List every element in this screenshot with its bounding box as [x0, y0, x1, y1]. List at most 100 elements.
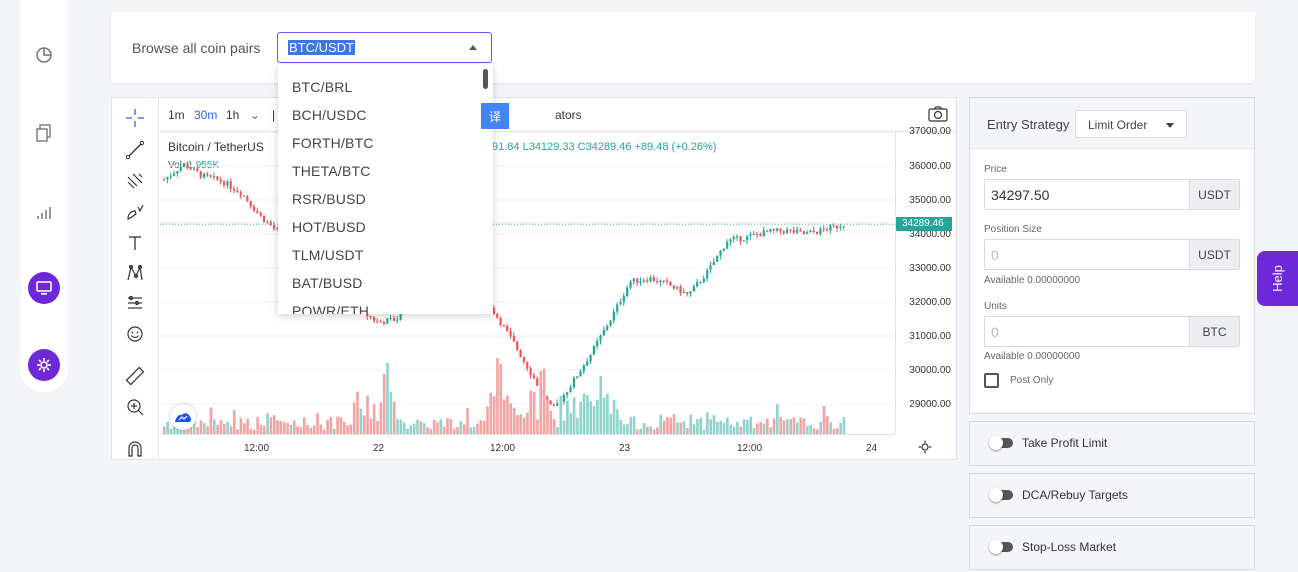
dropdown-item[interactable]: BAT/BUSD: [292, 275, 363, 291]
coin-pair-dropdown[interactable]: BTC/BRL BCH/USDC FORTH/BTC THETA/BTC RSR…: [278, 64, 493, 314]
prediction-icon[interactable]: [124, 292, 146, 314]
price-axis[interactable]: 37000.00 36000.00 35000.00 34000.00 3300…: [895, 126, 957, 434]
volume-bar: [482, 420, 486, 434]
candle-body: [582, 365, 585, 372]
help-tab[interactable]: Help: [1257, 251, 1298, 306]
volume-bar: [252, 429, 256, 434]
dropdown-item[interactable]: FORTH/BTC: [292, 135, 374, 151]
copy-icon[interactable]: [32, 121, 56, 145]
timeframe-1m[interactable]: 1m: [168, 108, 185, 122]
volume-bar: [639, 428, 643, 434]
ohlc-readout: 91.84 L34129.33 C34289.46 +89.48 (+0.26%…: [492, 141, 717, 153]
volume-bar: [359, 408, 363, 434]
signal-bars-icon[interactable]: [32, 200, 56, 224]
timeframe-30m[interactable]: 30m: [194, 108, 218, 122]
pattern-icon[interactable]: [124, 262, 146, 284]
candle-body: [712, 261, 715, 266]
entry-strategy-value[interactable]: Limit Order: [1088, 118, 1148, 132]
candle-body: [576, 376, 579, 378]
candle-body: [186, 163, 189, 169]
candle-body: [786, 229, 789, 233]
units-placeholder[interactable]: 0: [991, 324, 999, 340]
dropdown-item[interactable]: THETA/BTC: [292, 163, 371, 179]
volume-bar: [519, 414, 523, 434]
volume-bar: [259, 424, 263, 434]
entry-strategy-header: Entry Strategy Limit Order: [970, 98, 1254, 149]
candle-body: [169, 175, 172, 177]
candle-body: [622, 296, 625, 303]
dca-rebuy-toggle[interactable]: [989, 488, 1013, 502]
coin-pair-select[interactable]: BTC/USDT: [277, 32, 492, 63]
emoji-icon[interactable]: [124, 323, 146, 345]
position-size-input[interactable]: 0 USDT: [984, 239, 1240, 270]
magnet-icon[interactable]: [124, 438, 146, 460]
take-profit-accordion[interactable]: Take Profit Limit: [969, 421, 1255, 466]
volume-bar: [329, 416, 333, 434]
take-profit-toggle[interactable]: [989, 436, 1013, 450]
chevron-down-icon[interactable]: ⌄: [250, 108, 261, 122]
volume-bar: [719, 420, 722, 434]
chart-type-icon[interactable]: |: [272, 108, 276, 122]
fib-tools-icon[interactable]: [124, 170, 146, 192]
candle-body: [739, 236, 742, 242]
dropdown-item[interactable]: HOT/BUSD: [292, 219, 366, 235]
candlestick-chart[interactable]: [160, 132, 895, 434]
dropdown-item[interactable]: POWR/ETH: [292, 303, 370, 314]
candle-body: [829, 225, 832, 231]
camera-icon[interactable]: [928, 106, 948, 127]
candle-body: [792, 230, 795, 233]
dropdown-item[interactable]: TLM/USDT: [292, 247, 364, 263]
candle-body: [509, 330, 512, 336]
dropdown-item[interactable]: BCH/USDC: [292, 107, 367, 123]
dropdown-item[interactable]: BTC/BRL: [292, 79, 353, 95]
volume-bar: [796, 422, 799, 434]
zoom-in-icon[interactable]: [124, 396, 146, 418]
volume-bar: [826, 416, 829, 434]
settings-gear-icon[interactable]: [28, 349, 60, 381]
dropdown-scrollbar[interactable]: [483, 69, 488, 89]
text-tool-icon[interactable]: [124, 232, 146, 254]
price-input[interactable]: 34297.50 USDT: [984, 179, 1240, 210]
chart-settings-icon[interactable]: [918, 440, 932, 459]
candle-body: [662, 280, 665, 282]
pie-chart-icon[interactable]: [32, 43, 56, 67]
candle-body: [259, 212, 262, 216]
ruler-icon[interactable]: [124, 365, 146, 387]
candle-body: [659, 280, 662, 283]
caret-up-icon[interactable]: [469, 45, 477, 50]
candle-body: [816, 231, 819, 234]
volume-bar: [702, 429, 706, 434]
coin-pair-value[interactable]: BTC/USDT: [288, 40, 355, 55]
candle-body: [756, 234, 759, 236]
stop-loss-toggle[interactable]: [989, 540, 1013, 554]
volume-bar: [332, 428, 336, 434]
post-only-checkbox[interactable]: [984, 373, 999, 388]
candle-body: [679, 286, 682, 294]
translate-button[interactable]: 译: [481, 103, 509, 129]
timeframe-1h[interactable]: 1h: [226, 108, 240, 122]
candle-body: [669, 282, 672, 286]
candle-body: [236, 190, 239, 193]
price-label: 34000.00: [909, 229, 951, 240]
brush-icon[interactable]: [124, 201, 146, 223]
volume-bar: [729, 424, 732, 434]
monitor-icon[interactable]: [28, 272, 60, 304]
volume-bar: [506, 395, 509, 434]
dropdown-item[interactable]: RSR/BUSD: [292, 191, 366, 207]
time-axis[interactable]: 12:00 22 12:00 23 12:00 24: [160, 434, 895, 459]
tradingview-logo-icon[interactable]: [170, 404, 196, 430]
crosshair-icon[interactable]: [124, 107, 146, 129]
entry-strategy-select[interactable]: Limit Order: [1075, 110, 1187, 138]
volume-bar: [412, 423, 416, 434]
volume-bar: [802, 418, 806, 434]
dca-rebuy-accordion[interactable]: DCA/Rebuy Targets: [969, 473, 1255, 518]
caret-down-icon[interactable]: [1166, 123, 1174, 128]
stop-loss-accordion[interactable]: Stop-Loss Market: [969, 525, 1255, 570]
indicators-button[interactable]: ators: [555, 108, 582, 122]
price-value[interactable]: 34297.50: [991, 187, 1050, 203]
post-only-row[interactable]: Post Only: [984, 373, 1053, 388]
units-input[interactable]: 0 BTC: [984, 316, 1240, 347]
trend-line-icon[interactable]: [124, 139, 146, 161]
position-size-placeholder[interactable]: 0: [991, 247, 999, 263]
volume-bar: [286, 422, 289, 434]
